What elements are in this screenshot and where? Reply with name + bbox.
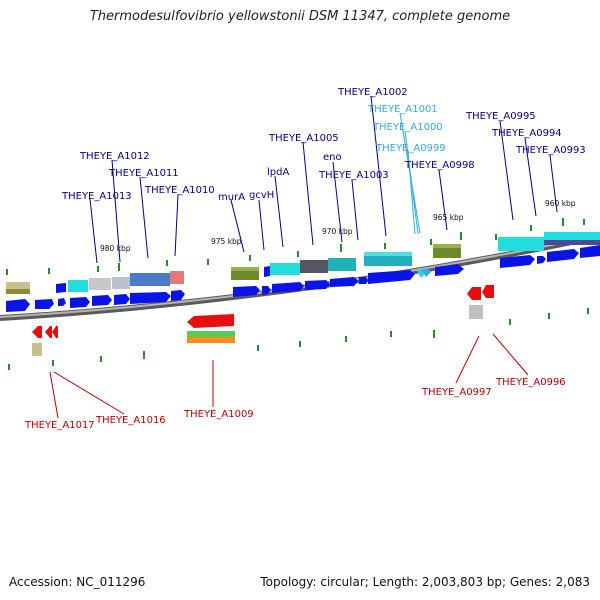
gene-label-theye-a1017: THEYE_A1017	[24, 420, 95, 431]
kbp-scale: 980 kbp 975 kbp 970 kbp 965 kbp 960 kbp	[100, 199, 576, 253]
gene-label-theye-a1000: THEYE_A1000	[372, 122, 443, 133]
gene-label-theye-a1002: THEYE_A1002	[337, 87, 408, 98]
reverse-leaders	[49, 333, 529, 419]
gene-label-theye-a1016: THEYE_A1016	[95, 415, 166, 426]
kbp-label: 970 kbp	[322, 227, 353, 236]
kbp-label: 960 kbp	[545, 199, 576, 208]
gene-label-theye-a1001: THEYE_A1001	[367, 104, 438, 115]
outer-ticks	[6, 218, 585, 275]
gene-label-theye-a1005: THEYE_A1005	[268, 133, 339, 144]
kbp-label: 980 kbp	[100, 244, 131, 253]
gene-label-theye-a0998: THEYE_A0998	[404, 160, 475, 171]
gene-label-theye-a0997: THEYE_A0997	[421, 387, 492, 398]
kbp-label: 965 kbp	[433, 213, 464, 222]
genome-stats-text: Topology: circular; Length: 2,003,803 bp…	[260, 575, 590, 589]
forward-cds-lane	[6, 245, 600, 312]
gene-label-eno: eno	[323, 152, 342, 163]
accession-text: Accession: NC_011296	[9, 575, 146, 589]
gene-label-theye-a1003: THEYE_A1003	[318, 170, 389, 181]
gene-label-theye-a0999: THEYE_A0999	[375, 143, 446, 154]
gene-label-mura: murA	[218, 192, 245, 203]
gene-label-theye-a1010: THEYE_A1010	[144, 185, 215, 196]
gene-label-theye-a1009: THEYE_A1009	[183, 409, 254, 420]
forward-leaders	[89, 95, 558, 264]
gene-label-theye-a0996: THEYE_A0996	[495, 377, 566, 388]
gene-label-theye-a0995: THEYE_A0995	[465, 111, 536, 122]
gene-labels: THEYE_A1013 THEYE_A1012 THEYE_A1011 THEY…	[24, 87, 586, 431]
gene-label-theye-a0994: THEYE_A0994	[491, 128, 562, 139]
map-title: Thermodesulfovibrio yellowstonii DSM 113…	[89, 9, 511, 24]
highlight-leaders	[399, 112, 421, 235]
gene-label-theye-a1011: THEYE_A1011	[108, 168, 179, 179]
gene-label-theye-a1013: THEYE_A1013	[61, 191, 132, 202]
gene-label-theye-a1012: THEYE_A1012	[79, 151, 150, 162]
inner-ticks	[8, 308, 589, 370]
forward-feature-lane	[6, 232, 600, 294]
gene-label-lpda: lpdA	[267, 167, 289, 178]
kbp-label: 975 kbp	[211, 237, 242, 246]
gene-label-gcvh: gcvH	[249, 190, 274, 201]
gene-label-theye-a0993: THEYE_A0993	[515, 145, 586, 156]
reverse-cds-lane	[32, 285, 494, 356]
